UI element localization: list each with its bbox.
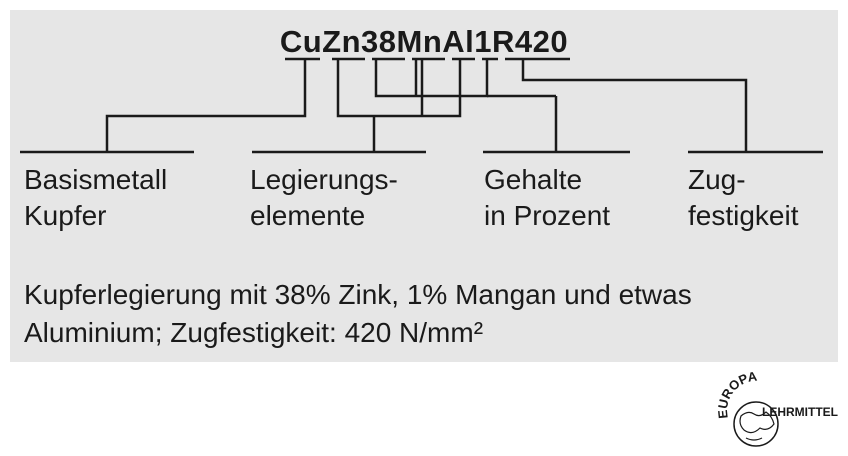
label-contents: Gehalte in Prozent (484, 162, 610, 234)
label-alloy-elements: Legierungs- elemente (250, 162, 398, 234)
description-line2: Aluminium; Zugfestigkeit: 420 N/mm² (24, 317, 484, 348)
logo-right-text: LEHRMITTEL (762, 405, 838, 419)
label-alloy-elements-line1: Legierungs- (250, 164, 398, 195)
label-tensile-line2: festigkeit (688, 200, 799, 231)
material-designation: CuZn38MnAl1R420 (279, 24, 569, 59)
label-alloy-elements-line2: elemente (250, 200, 366, 231)
label-base-metal-line2: Kupfer (24, 200, 107, 231)
label-contents-line2: in Prozent (484, 200, 611, 231)
label-base-metal: Basismetall Kupfer (24, 162, 167, 234)
label-contents-line1: Gehalte (484, 164, 583, 195)
description-line1: Kupferlegierung mit 38% Zink, 1% Mangan … (24, 279, 692, 310)
label-tensile-line1: Zug- (688, 164, 746, 195)
diagram-panel: CuZn38MnAl1R420 (10, 10, 838, 362)
europa-lehrmittel-logo: EUROPA LEHRMITTEL (716, 368, 838, 447)
connector-lines (20, 57, 823, 154)
label-base-metal-line1: Basismetall (24, 164, 168, 195)
label-tensile: Zug- festigkeit (688, 162, 799, 234)
globe-icon (733, 401, 779, 447)
description: Kupferlegierung mit 38% Zink, 1% Mangan … (24, 276, 692, 352)
